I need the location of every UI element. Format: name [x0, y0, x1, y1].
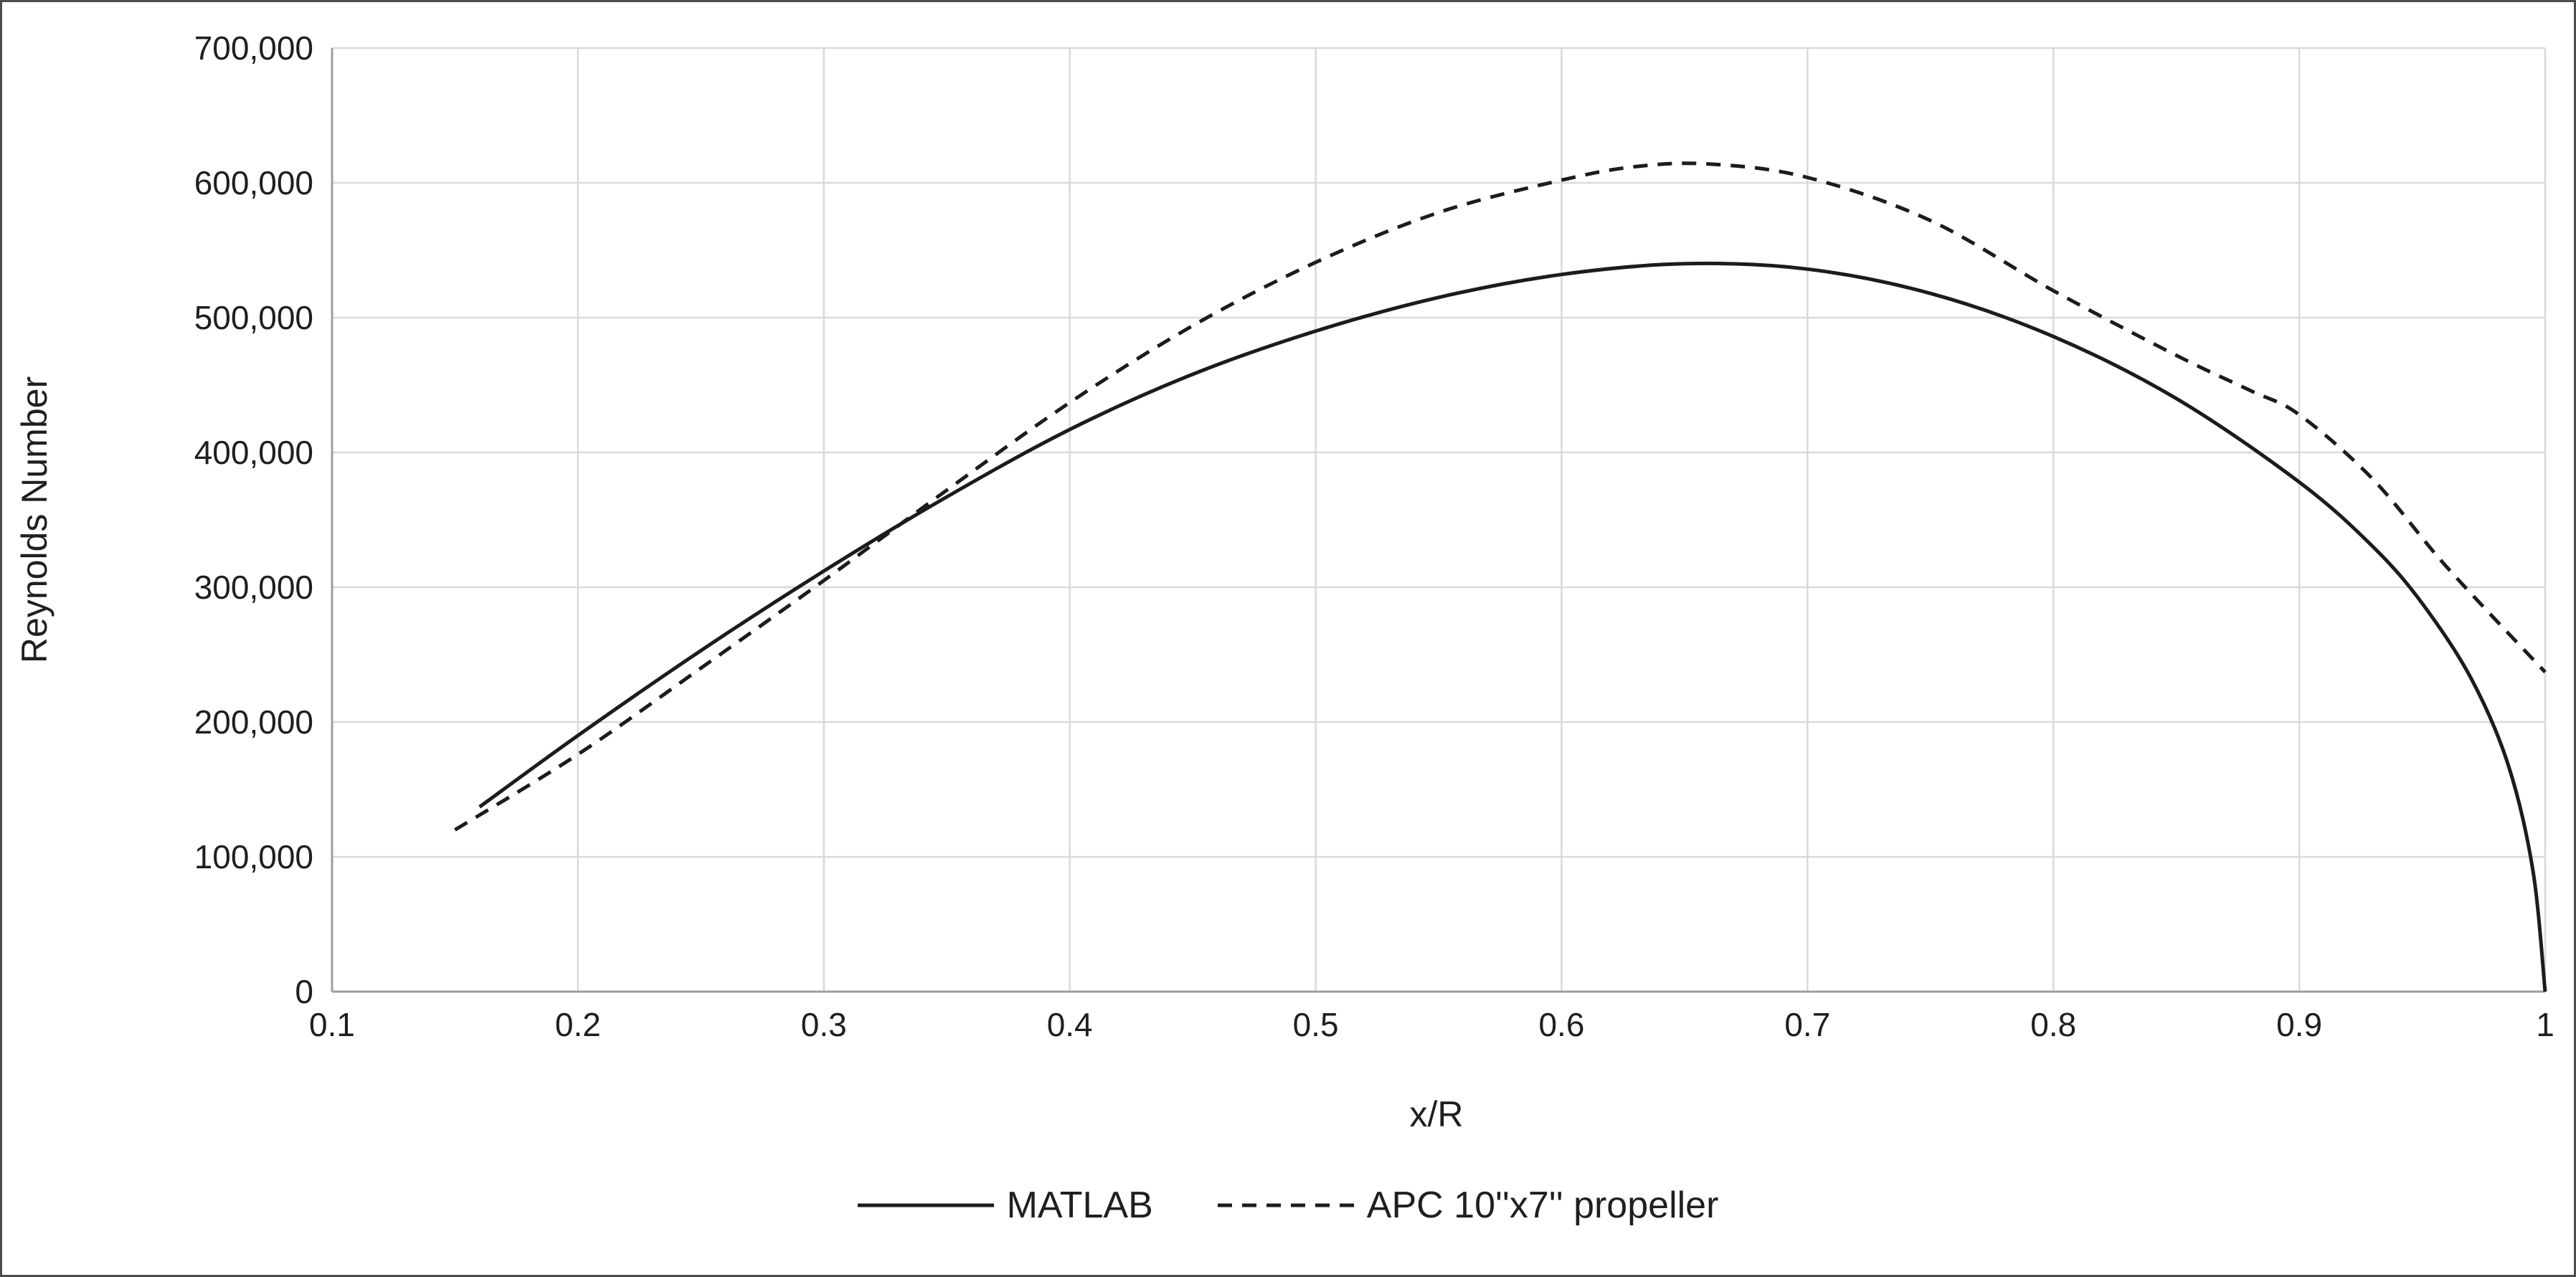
legend-item-matlab: MATLAB: [857, 1184, 1153, 1227]
x-axis-title: x/R: [1410, 1094, 1464, 1134]
x-tick-label: 0.6: [1538, 1006, 1584, 1043]
series-line-dashed: [454, 161, 2547, 832]
tick-labels: 0.1 0.2 0.3 0.4 0.5 0.6 0.7 0.8 0.9 1 0 100,000 200,…: [194, 29, 2554, 1043]
series-line-solid: [478, 261, 2547, 992]
dashed-line-sample-icon: [1217, 1203, 1354, 1207]
axes: [331, 48, 2545, 993]
y-tick-label: 700,000: [194, 29, 313, 67]
x-tick-label: 0.7: [1784, 1006, 1830, 1043]
y-axis-title: Reynolds Number: [14, 376, 55, 663]
x-tick-label: 0.2: [555, 1006, 601, 1043]
y-tick-label: 600,000: [194, 164, 313, 201]
series-lines: [454, 161, 2547, 992]
x-tick-label: 0.3: [801, 1006, 847, 1043]
y-tick-label: 400,000: [194, 434, 313, 471]
y-tick-label: 300,000: [194, 569, 313, 606]
x-tick-label: 0.1: [309, 1006, 355, 1043]
x-tick-label: 0.9: [2276, 1006, 2322, 1043]
x-tick-label: 0.5: [1293, 1006, 1339, 1043]
legend-label-apc: APC 10''x7'' propeller: [1366, 1185, 1719, 1226]
gridlines: [331, 47, 2547, 993]
x-tick-label: 1: [2536, 1006, 2554, 1043]
y-tick-label: 200,000: [194, 703, 313, 741]
x-tick-label: 0.4: [1047, 1006, 1093, 1043]
y-tick-label: 500,000: [194, 299, 313, 336]
y-tick-label: 100,000: [194, 838, 313, 875]
legend-item-apc: APC 10''x7'' propeller: [1217, 1184, 1719, 1227]
solid-line-sample-icon: [857, 1203, 994, 1207]
x-tick-label: 0.8: [2030, 1006, 2076, 1043]
legend-label-matlab: MATLAB: [1006, 1185, 1153, 1226]
y-tick-label: 0: [295, 973, 313, 1010]
legend: MATLAB APC 10''x7'' propeller: [2, 1184, 2574, 1227]
